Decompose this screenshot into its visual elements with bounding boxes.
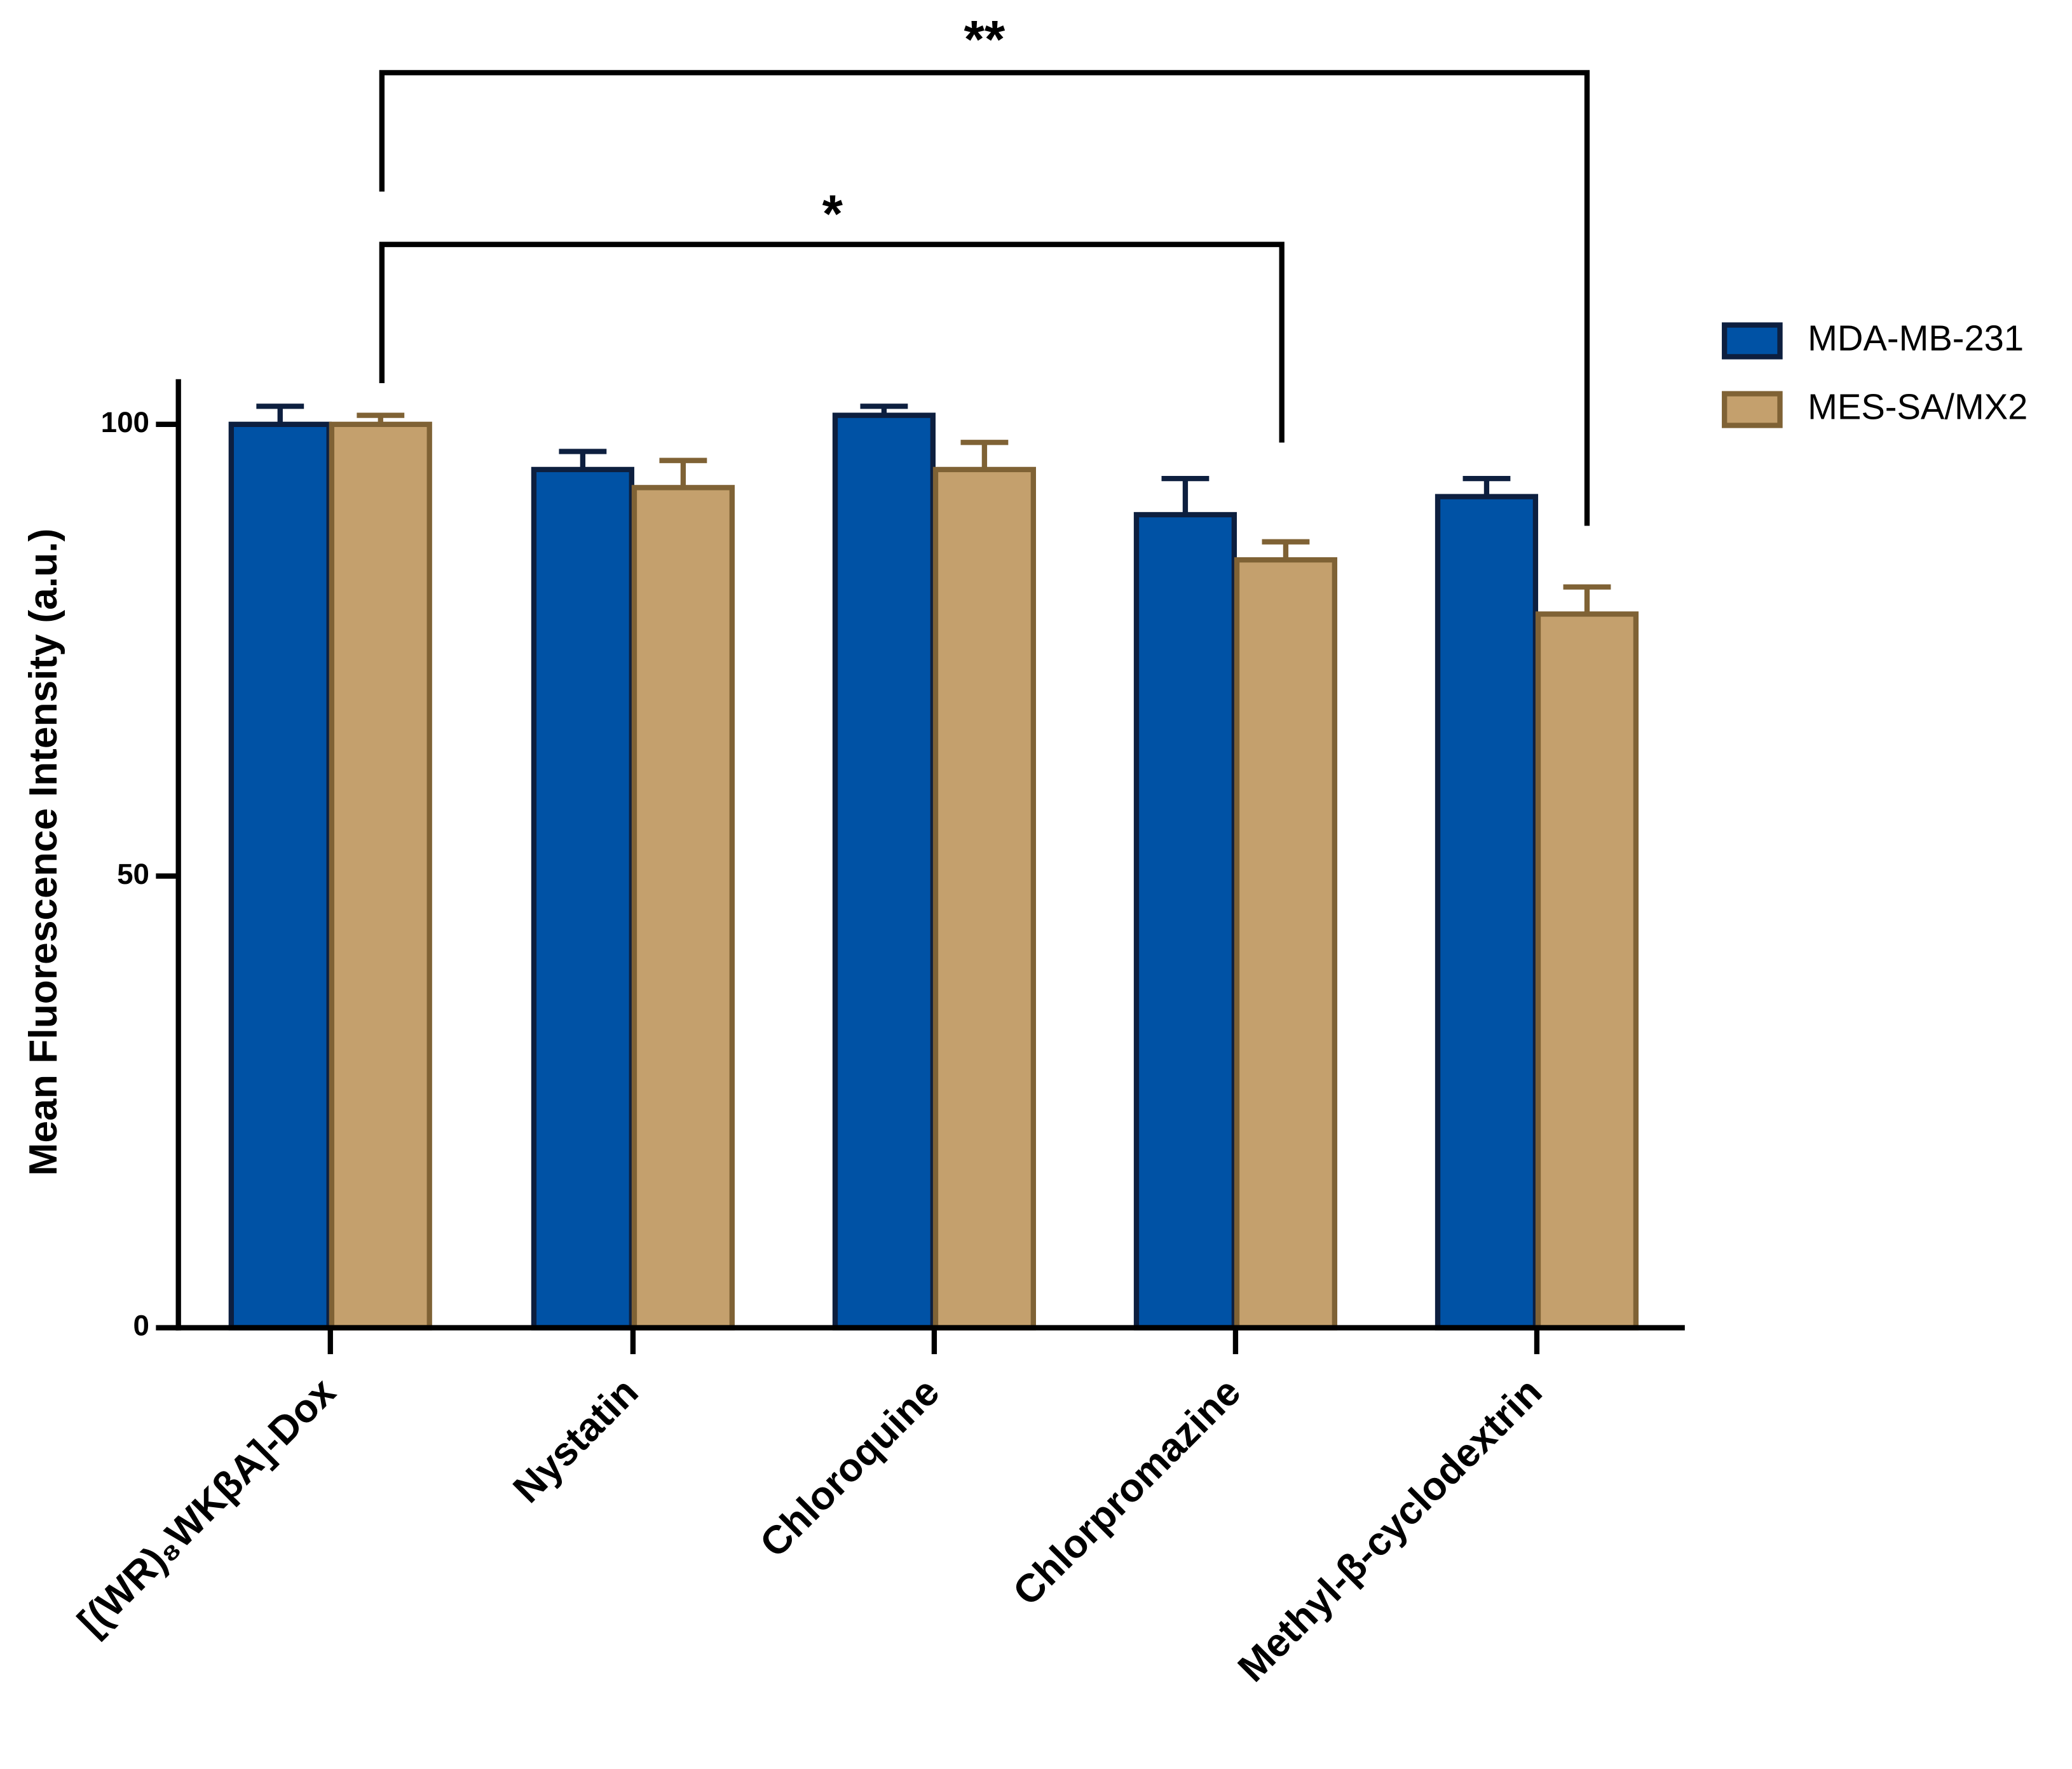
legend-swatch <box>1722 322 1783 360</box>
y-axis-label: Mean Fluorescence Intensity (a.u.) <box>22 529 65 1176</box>
bar <box>832 412 936 1331</box>
bar <box>1535 611 1639 1331</box>
x-tick-label: Chlorpromazine <box>1005 1370 1249 1614</box>
bar <box>1435 494 1539 1331</box>
bar <box>228 421 332 1331</box>
bracket <box>379 241 1285 443</box>
x-tick-label: Methyl-β-cyclodextrin <box>1230 1370 1550 1690</box>
y-tick-label: 50 <box>117 858 149 890</box>
y-tick-label: 0 <box>133 1310 149 1342</box>
legend-label: MES-SA/MX2 <box>1808 386 2028 426</box>
legend-label: MDA-MB-231 <box>1808 318 2024 358</box>
bar <box>631 485 735 1331</box>
x-tick-label: Nystatin <box>505 1370 647 1512</box>
bar <box>932 466 1036 1331</box>
bar <box>531 466 634 1331</box>
bar <box>329 421 432 1331</box>
annotation: ** <box>964 10 1005 69</box>
significance-brackets <box>379 70 1590 526</box>
bar <box>1234 557 1338 1331</box>
x-tick-label: Chloroquine <box>752 1370 948 1566</box>
legend-swatch <box>1722 391 1783 428</box>
annotation: * <box>822 184 843 243</box>
bracket <box>379 70 1590 526</box>
x-tick-label: [(WR)₈WKβA]-Dox <box>69 1370 344 1644</box>
y-tick-label: 100 <box>101 406 149 438</box>
bar <box>1133 512 1237 1331</box>
